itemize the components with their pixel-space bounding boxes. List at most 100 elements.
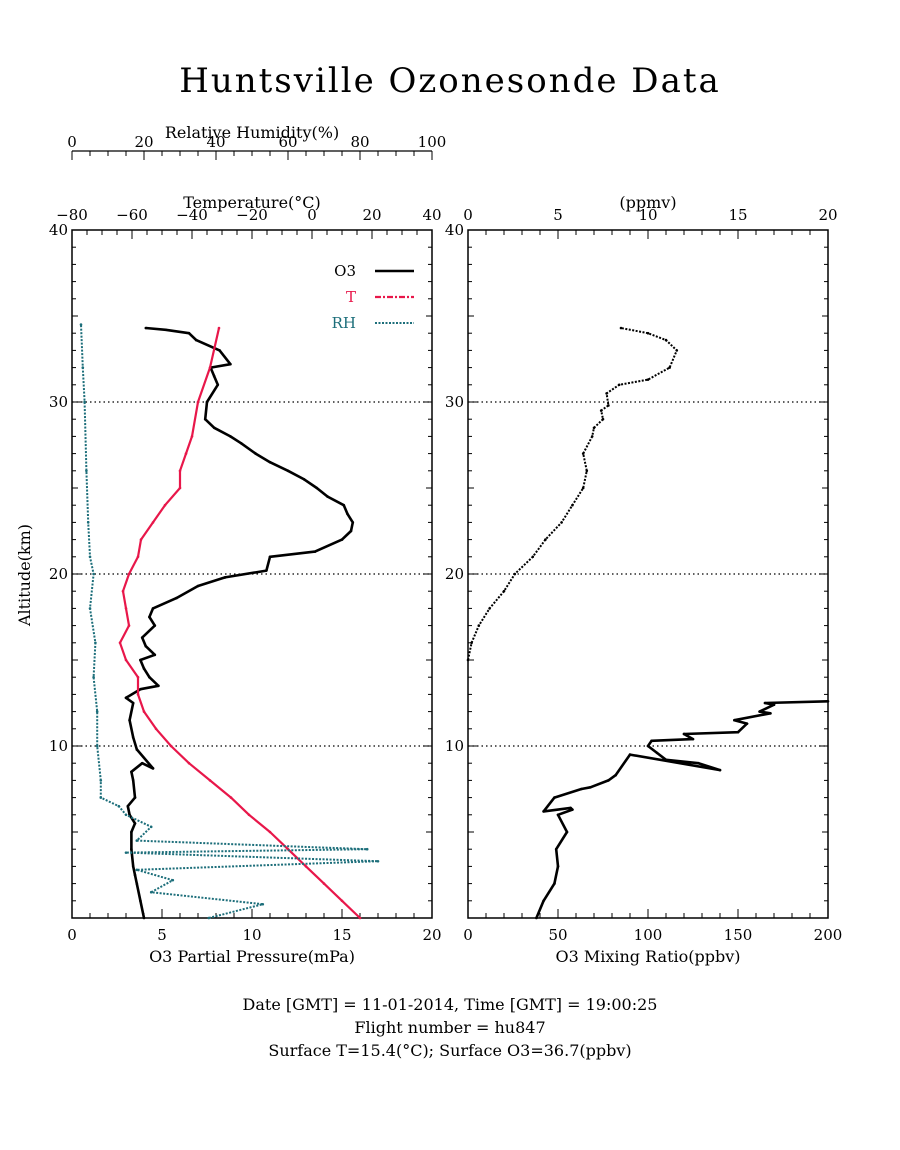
data-point xyxy=(664,758,668,762)
data-point xyxy=(697,761,700,765)
data-point xyxy=(149,890,153,894)
data-point xyxy=(135,882,139,885)
data-point xyxy=(136,693,140,696)
data-point xyxy=(646,331,650,335)
data-point xyxy=(81,366,85,369)
temperature-tick-label: 20 xyxy=(362,206,381,224)
data-point xyxy=(565,830,569,834)
temperature-tick-label: 40 xyxy=(422,206,441,224)
data-point xyxy=(130,847,133,851)
data-point xyxy=(346,512,349,516)
data-point xyxy=(124,813,128,817)
rh-axis-label: Relative Humidity(%) xyxy=(165,123,339,142)
data-point xyxy=(187,761,191,765)
data-point xyxy=(571,503,574,507)
data-point xyxy=(650,739,653,743)
footer-flight-number: Flight number = hu847 xyxy=(354,1018,545,1037)
data-point xyxy=(124,851,128,854)
data-point xyxy=(136,555,140,559)
data-point xyxy=(95,744,99,748)
data-point xyxy=(351,521,355,524)
data-point xyxy=(149,825,153,829)
data-point xyxy=(130,830,133,834)
data-point xyxy=(466,658,470,662)
data-point xyxy=(365,847,369,851)
data-point xyxy=(218,349,221,352)
rh-tick-label: 80 xyxy=(350,133,369,151)
data-point xyxy=(261,902,265,906)
y-tick-label: 10 xyxy=(445,737,464,755)
data-point xyxy=(553,796,556,799)
data-point xyxy=(772,703,776,707)
data-point xyxy=(142,667,146,670)
data-point xyxy=(169,744,173,748)
data-point xyxy=(342,503,346,507)
rh-tick-label: 60 xyxy=(278,133,297,151)
data-point xyxy=(675,349,679,352)
data-point xyxy=(736,730,740,734)
data-point xyxy=(646,378,650,381)
series-line-o3 xyxy=(124,326,355,919)
data-point xyxy=(190,435,194,438)
data-point xyxy=(88,555,92,559)
data-point xyxy=(208,366,212,369)
data-point xyxy=(286,469,290,473)
data-point xyxy=(187,331,191,335)
data-point xyxy=(127,572,131,576)
data-point xyxy=(135,748,139,751)
ppbv-tick-label: 0 xyxy=(463,926,473,944)
ppmv-tick-label: 0 xyxy=(463,206,473,224)
data-point xyxy=(769,712,772,715)
data-point xyxy=(85,469,88,473)
data-point xyxy=(691,737,695,741)
y-tick-label: 20 xyxy=(49,565,68,583)
data-point xyxy=(502,589,506,593)
data-point xyxy=(607,404,610,407)
data-point xyxy=(142,916,146,920)
data-point xyxy=(94,641,97,645)
data-point xyxy=(322,882,326,885)
o3_pp-tick-label: 10 xyxy=(242,926,261,944)
o3_pp-tick-label: 0 xyxy=(67,926,77,944)
data-point xyxy=(488,607,491,610)
data-point xyxy=(477,624,481,627)
data-point xyxy=(205,400,209,404)
data-point xyxy=(265,569,268,572)
data-point xyxy=(126,804,130,808)
data-point xyxy=(124,607,128,610)
data-point xyxy=(592,426,596,430)
data-point xyxy=(144,326,148,330)
data-point xyxy=(135,868,139,872)
temperature-tick-label: −80 xyxy=(56,206,88,224)
y-tick-label: 40 xyxy=(49,221,68,239)
data-point xyxy=(605,392,608,395)
data-point xyxy=(196,584,200,588)
data-point xyxy=(628,753,632,756)
data-point xyxy=(535,916,538,920)
data-point xyxy=(131,865,135,868)
data-point xyxy=(229,362,232,366)
data-point xyxy=(607,779,610,782)
y-tick-label: 30 xyxy=(445,393,464,411)
ppmv-tick-label: 20 xyxy=(818,206,837,224)
data-point xyxy=(131,701,135,705)
data-point xyxy=(171,878,175,882)
data-point xyxy=(513,572,517,576)
o3_pp-tick-label: 20 xyxy=(422,926,441,944)
data-point xyxy=(763,701,767,705)
data-point xyxy=(358,916,362,920)
data-point xyxy=(239,441,243,445)
data-point xyxy=(99,779,103,782)
data-point xyxy=(217,326,221,330)
footer-date-time: Date [GMT] = 11-01-2014, Time [GMT] = 19… xyxy=(243,995,658,1014)
data-point xyxy=(601,417,605,421)
data-point xyxy=(83,400,86,404)
data-point xyxy=(542,899,545,903)
ppmv-tick-label: 15 xyxy=(728,206,747,224)
data-point xyxy=(745,722,749,725)
o3-partial-pressure-axis-label: O3 Partial Pressure(mPa) xyxy=(149,947,355,966)
data-point xyxy=(95,710,99,713)
right-grid xyxy=(468,401,828,747)
